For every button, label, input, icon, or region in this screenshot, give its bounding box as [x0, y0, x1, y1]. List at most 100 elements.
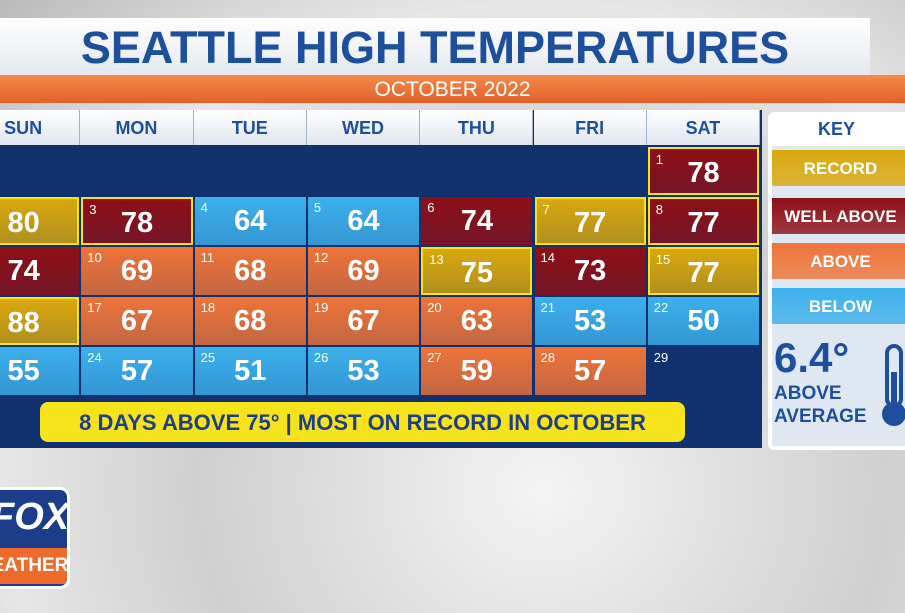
weekday: SAT — [646, 110, 761, 145]
day-cell: 88 — [0, 297, 80, 345]
day-number: 29 — [653, 350, 669, 365]
logo-bottom: WEATHER — [0, 548, 67, 584]
weekday: TUE — [193, 110, 307, 145]
day-cell: 18 68 — [194, 297, 306, 345]
temperature: 80 — [7, 207, 40, 239]
day-cell: 12 69 — [307, 247, 420, 295]
temperature: 74 — [7, 255, 40, 287]
day-cell: 8 77 — [647, 197, 760, 245]
day-number: 19 — [313, 300, 329, 315]
temperature: 50 — [687, 305, 720, 337]
temperature: 64 — [347, 205, 380, 237]
day-cell — [421, 147, 533, 195]
day-number: 14 — [540, 250, 555, 265]
day-cell: 26 53 — [307, 347, 420, 395]
day-number: 5 — [313, 200, 322, 215]
logo-top: FOX — [0, 496, 70, 538]
day-cell: 3 78 — [81, 197, 193, 245]
day-number: 11 — [200, 250, 215, 265]
anomaly-text: AVERAGE — [774, 406, 867, 427]
day-cell: 4 64 — [194, 197, 306, 245]
day-number: 12 — [313, 250, 329, 265]
day-number: 15 — [655, 252, 671, 267]
day-cell: 74 — [0, 247, 80, 295]
day-cell: 5 64 — [307, 197, 420, 245]
day-number: 21 — [540, 300, 555, 315]
temperature: 75 — [460, 257, 493, 289]
day-cell: 15 77 — [647, 247, 760, 295]
day-number: 26 — [313, 350, 329, 365]
thermometer-icon — [882, 344, 905, 426]
day-number: 10 — [87, 250, 102, 265]
temperature: 53 — [347, 355, 380, 387]
day-number: 28 — [540, 350, 555, 365]
day-cell: 55 — [0, 347, 80, 395]
title: SEATTLE HIGH TEMPERATURES — [0, 18, 870, 75]
weekday: THU — [420, 110, 534, 145]
temperature: 63 — [460, 305, 493, 337]
day-cell — [0, 147, 80, 195]
day-number: 18 — [200, 300, 216, 315]
day-number: 20 — [427, 300, 442, 315]
day-cell: 29 — [647, 347, 760, 395]
day-cell: 1 78 — [647, 147, 760, 195]
temperature: 57 — [120, 355, 154, 387]
key-item: ABOVE — [772, 243, 905, 279]
key-item: BELOW — [772, 288, 905, 324]
temperature: 69 — [120, 255, 154, 287]
day-number: 8 — [655, 202, 664, 217]
key-label: BELOW — [808, 297, 873, 316]
temperature: 69 — [347, 255, 380, 287]
temperature: 77 — [687, 207, 720, 239]
temperature: 73 — [574, 255, 607, 287]
day-cell: 24 57 — [81, 347, 193, 395]
day-number: 7 — [542, 202, 550, 217]
day-cell: 11 68 — [194, 247, 306, 295]
temperature: 59 — [460, 355, 493, 387]
day-cell — [194, 147, 306, 195]
day-cell: 6 74 — [421, 197, 533, 245]
temperature: 68 — [234, 305, 267, 337]
day-cell — [307, 147, 420, 195]
key-title: KEY — [817, 119, 855, 139]
day-cell: 13 75 — [421, 247, 533, 295]
day-number: 24 — [87, 350, 102, 365]
temperature: 78 — [687, 157, 720, 189]
anomaly-text: ABOVE — [774, 383, 842, 404]
temperature: 51 — [234, 355, 267, 387]
day-number: 1 — [655, 152, 664, 167]
day-cell: 17 67 — [81, 297, 193, 345]
day-cell: 22 50 — [647, 297, 760, 345]
day-number: 6 — [427, 200, 435, 215]
day-cell: 80 — [0, 197, 80, 245]
day-cell: 28 57 — [534, 347, 646, 395]
temperature: 53 — [574, 305, 607, 337]
temperature: 88 — [7, 307, 40, 339]
weekday: MON — [80, 110, 194, 145]
temperature: 57 — [574, 355, 607, 387]
day-cell: 10 69 — [81, 247, 193, 295]
banner: 8 DAYS ABOVE 75° | MOST ON RECORD IN OCT… — [40, 402, 685, 442]
key-item: WELL ABOVE — [772, 198, 905, 234]
day-cell: 27 59 — [421, 347, 533, 395]
day-cell — [534, 147, 646, 195]
day-cell: 7 77 — [534, 197, 646, 245]
day-cell: 25 51 — [194, 347, 306, 395]
key-label: ABOVE — [810, 252, 871, 271]
key-label: WELL ABOVE — [784, 207, 897, 226]
temperature: 78 — [120, 207, 154, 239]
anomaly: 6.4° — [774, 334, 850, 381]
calendar: SUN MON TUE WED THU FRI SAT 1 78 80 3 78 4 64 5 64 6 74 7 7… — [0, 110, 762, 448]
key-panel: KEY 6.4° ABOVE AVERAGE RECORD WELL ABOVE A… — [768, 112, 905, 450]
temperature: 64 — [234, 205, 267, 237]
temperature: 55 — [7, 355, 40, 387]
key-item: RECORD — [772, 150, 905, 186]
logo: FOX WEATHER — [0, 487, 70, 589]
temperature: 74 — [460, 205, 493, 237]
key-label: RECORD — [803, 159, 878, 178]
temperature: 68 — [234, 255, 267, 287]
day-number: 25 — [200, 350, 216, 365]
day-number: 27 — [427, 350, 442, 365]
day-cell: 19 67 — [307, 297, 420, 345]
